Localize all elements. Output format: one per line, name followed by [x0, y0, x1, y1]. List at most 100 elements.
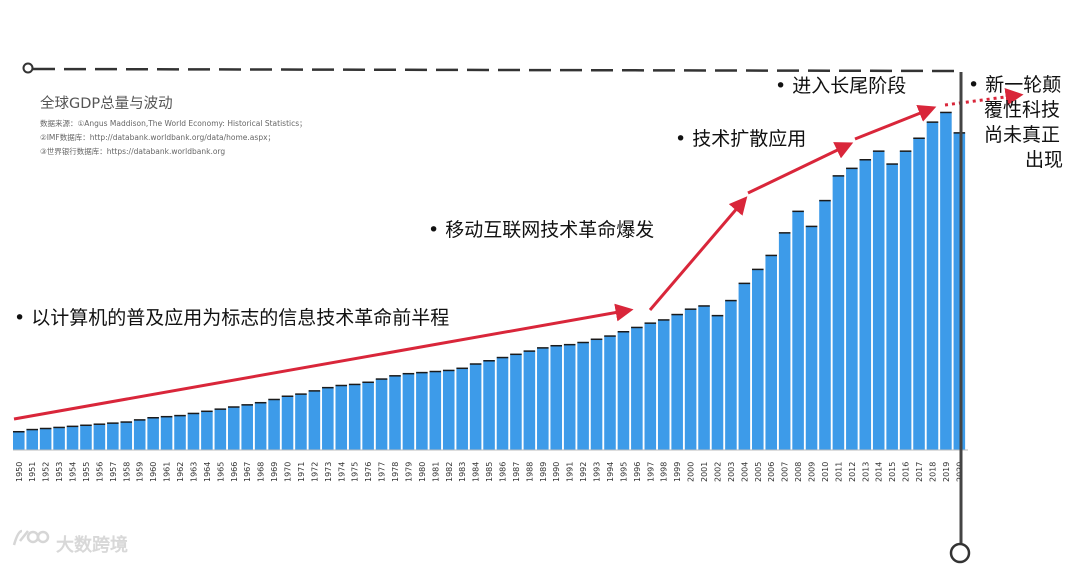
top-dashed-line — [22, 62, 961, 74]
x-tick-label: 1954 — [69, 462, 78, 482]
bar-1953 — [53, 427, 65, 450]
x-tick-label: 2011 — [834, 462, 843, 482]
bar-1957 — [107, 423, 119, 451]
bar-1991 — [563, 344, 576, 450]
bar-1989 — [537, 347, 549, 451]
trend-arrow-1 — [13, 303, 634, 421]
bar-1974 — [335, 385, 348, 450]
x-tick-label: 1979 — [404, 462, 413, 482]
x-tick-label: 1959 — [136, 462, 145, 482]
vertical-marker — [949, 72, 971, 564]
x-tick-label: 1956 — [95, 462, 104, 482]
chart-title: 全球GDP总量与波动 — [40, 94, 173, 112]
x-tick-label: 1996 — [633, 462, 642, 482]
annotation-phase1: • 以计算机的普及应用为标志的信息技术革命前半程 — [14, 307, 449, 329]
x-tick-label: 1985 — [485, 462, 494, 482]
bar-2006 — [765, 255, 778, 450]
x-tick-label: 1966 — [230, 462, 239, 482]
x-tick-label: 1957 — [109, 462, 118, 482]
x-tick-label: 1962 — [176, 462, 185, 482]
trend-arrows — [13, 87, 1024, 421]
x-tick-label: 1987 — [512, 462, 521, 482]
bar-1997 — [644, 323, 657, 450]
bar-2014 — [872, 151, 885, 450]
x-tick-label: 1958 — [122, 462, 131, 482]
x-tick-label: 2003 — [727, 462, 736, 482]
trend-arrow-3 — [747, 142, 854, 195]
bar-1982 — [442, 370, 455, 450]
annotation-phase5-line3: 尚未真正 — [984, 124, 1060, 146]
bar-1955 — [80, 425, 92, 450]
bar-1950 — [13, 431, 25, 450]
bar-1979 — [402, 373, 415, 451]
x-tick-label: 1995 — [619, 462, 628, 482]
bar-1976 — [362, 382, 374, 450]
x-tick-label: 1980 — [418, 462, 427, 482]
bar-1978 — [389, 375, 401, 450]
bar-1969 — [268, 399, 280, 450]
x-tick-label: 1994 — [606, 462, 615, 482]
bar-2019 — [940, 112, 952, 450]
bar-2002 — [711, 315, 724, 451]
annotation-phase5-line1: • 新一轮颠 — [968, 74, 1061, 96]
x-tick-label: 1967 — [243, 462, 252, 482]
bar-1988 — [523, 351, 536, 450]
watermark: 大数跨境 — [12, 529, 128, 556]
x-tick-label: 1952 — [42, 462, 51, 482]
x-tick-label: 2019 — [942, 462, 951, 482]
x-tick-label: 2015 — [888, 462, 897, 482]
x-tick-label: 1953 — [55, 462, 64, 482]
x-tick-label: 1984 — [472, 462, 481, 482]
trend-arrow-4 — [854, 104, 937, 141]
x-tick-label: 1983 — [458, 462, 467, 482]
x-tick-label: 1992 — [579, 462, 588, 482]
bar-1981 — [429, 371, 442, 450]
annotation-phase5-line2: 覆性科技 — [984, 99, 1060, 121]
x-tick-label: 1965 — [216, 462, 225, 482]
bar-1967 — [241, 404, 253, 450]
bar-2007 — [778, 232, 791, 450]
x-tick-label: 2002 — [713, 462, 722, 482]
annotation-phase4: • 进入长尾阶段 — [775, 75, 906, 97]
bar-1961 — [160, 416, 173, 450]
x-tick-label: 1971 — [297, 462, 306, 482]
bar-1968 — [254, 402, 267, 450]
bar-2009 — [805, 226, 818, 450]
x-tick-label: 2014 — [875, 462, 884, 482]
x-tick-label: 1974 — [337, 462, 346, 482]
x-tick-label: 1968 — [257, 462, 266, 482]
x-tick-label: 2012 — [848, 462, 857, 482]
bar-1993 — [590, 339, 603, 450]
bar-1973 — [322, 387, 334, 450]
x-tick-label: 1986 — [499, 462, 508, 482]
bar-1962 — [174, 415, 186, 450]
bar-1977 — [375, 379, 388, 450]
bar-1971 — [295, 394, 307, 450]
trend-arrow-2 — [648, 196, 748, 311]
bar-2015 — [886, 164, 898, 451]
x-tick-label: 1978 — [391, 462, 400, 482]
bar-2003 — [725, 300, 737, 450]
bar-1995 — [617, 331, 630, 450]
bar-1998 — [657, 319, 670, 450]
x-tick-label: 1972 — [310, 462, 319, 482]
x-tick-label: 1960 — [149, 462, 158, 482]
bar-1960 — [147, 417, 159, 450]
bar-2000 — [684, 309, 697, 450]
x-tick-label: 1991 — [566, 462, 575, 482]
trend-arrow-5 — [944, 87, 1024, 107]
x-tick-label: 1998 — [660, 462, 669, 482]
x-tick-label: 2001 — [700, 462, 709, 482]
x-tick-label: 1961 — [163, 462, 172, 482]
x-tick-label: 2013 — [861, 462, 870, 482]
x-tick-label: 1955 — [82, 462, 91, 482]
x-tick-label: 2016 — [902, 462, 911, 482]
x-tick-label: 1973 — [324, 462, 333, 482]
x-tick-label: 1993 — [593, 462, 602, 482]
x-tick-label: 1964 — [203, 462, 212, 482]
annotation-phase5-line4: 出现 — [1025, 149, 1063, 171]
bar-1985 — [483, 360, 495, 450]
source-line-1: 数据来源：①Angus Maddison,The World Economy: … — [40, 118, 307, 128]
bar-1990 — [550, 345, 563, 450]
